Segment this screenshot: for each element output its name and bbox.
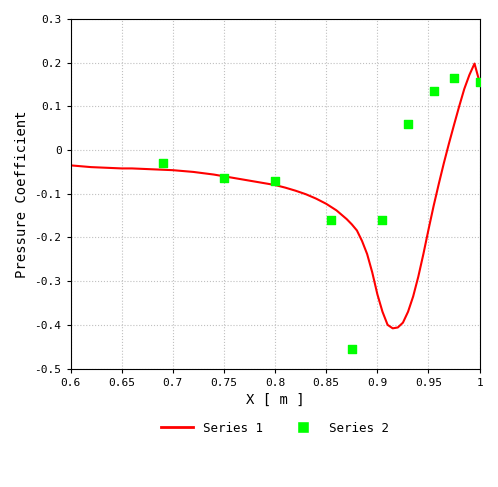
Series 1 (477, 79, 483, 85)
Series 1 (472, 61, 478, 67)
Series 1 (390, 325, 396, 331)
Series 1 (68, 163, 74, 169)
Line: Series 1: Series 1 (71, 64, 480, 328)
Legend: Series 1, Series 2: Series 1, Series 2 (156, 417, 394, 440)
Series 2 (348, 345, 356, 353)
Series 2 (159, 159, 167, 167)
X-axis label: X [ m ]: X [ m ] (246, 393, 304, 407)
Series 2 (271, 177, 279, 185)
Series 1 (160, 167, 166, 173)
Series 2 (327, 216, 335, 224)
Series 1 (272, 182, 278, 188)
Series 1 (354, 227, 360, 233)
Series 2 (430, 87, 438, 95)
Series 1 (369, 269, 375, 275)
Series 2 (476, 78, 484, 86)
Series 2 (404, 120, 412, 128)
Series 2 (220, 174, 228, 182)
Series 2 (378, 216, 386, 224)
Series 1 (364, 251, 370, 257)
Series 1 (395, 324, 401, 330)
Y-axis label: Pressure Coefficient: Pressure Coefficient (15, 110, 29, 278)
Series 2 (450, 74, 458, 82)
